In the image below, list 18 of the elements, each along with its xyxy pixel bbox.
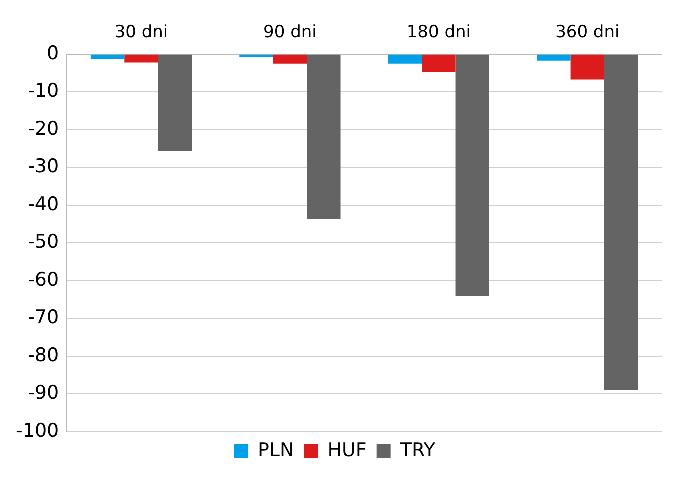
x-tick-label: 360 dni [556, 22, 620, 43]
y-tick-label: -60 [28, 268, 60, 291]
y-tick-label: 0 [47, 42, 60, 64]
y-tick-label: -50 [28, 231, 60, 254]
y-tick-label: -90 [28, 382, 60, 404]
y-tick-label: -30 [28, 156, 60, 178]
y-tick-label: -40 [28, 193, 60, 216]
y-tick-label: -80 [28, 344, 60, 366]
x-tick-label: 30 dni [114, 22, 168, 43]
y-tick-label: -20 [28, 118, 60, 140]
x-tick-label: 180 dni [406, 22, 471, 43]
y-tick-label: -70 [28, 306, 60, 329]
y-tick-label: -100 [16, 420, 60, 442]
legend-label: HUF [328, 439, 367, 462]
legend-label: TRY [399, 439, 436, 462]
legend-label: PLN [258, 439, 294, 462]
y-tick-label: -10 [28, 80, 60, 102]
x-tick-label: 90 dni [264, 22, 317, 43]
